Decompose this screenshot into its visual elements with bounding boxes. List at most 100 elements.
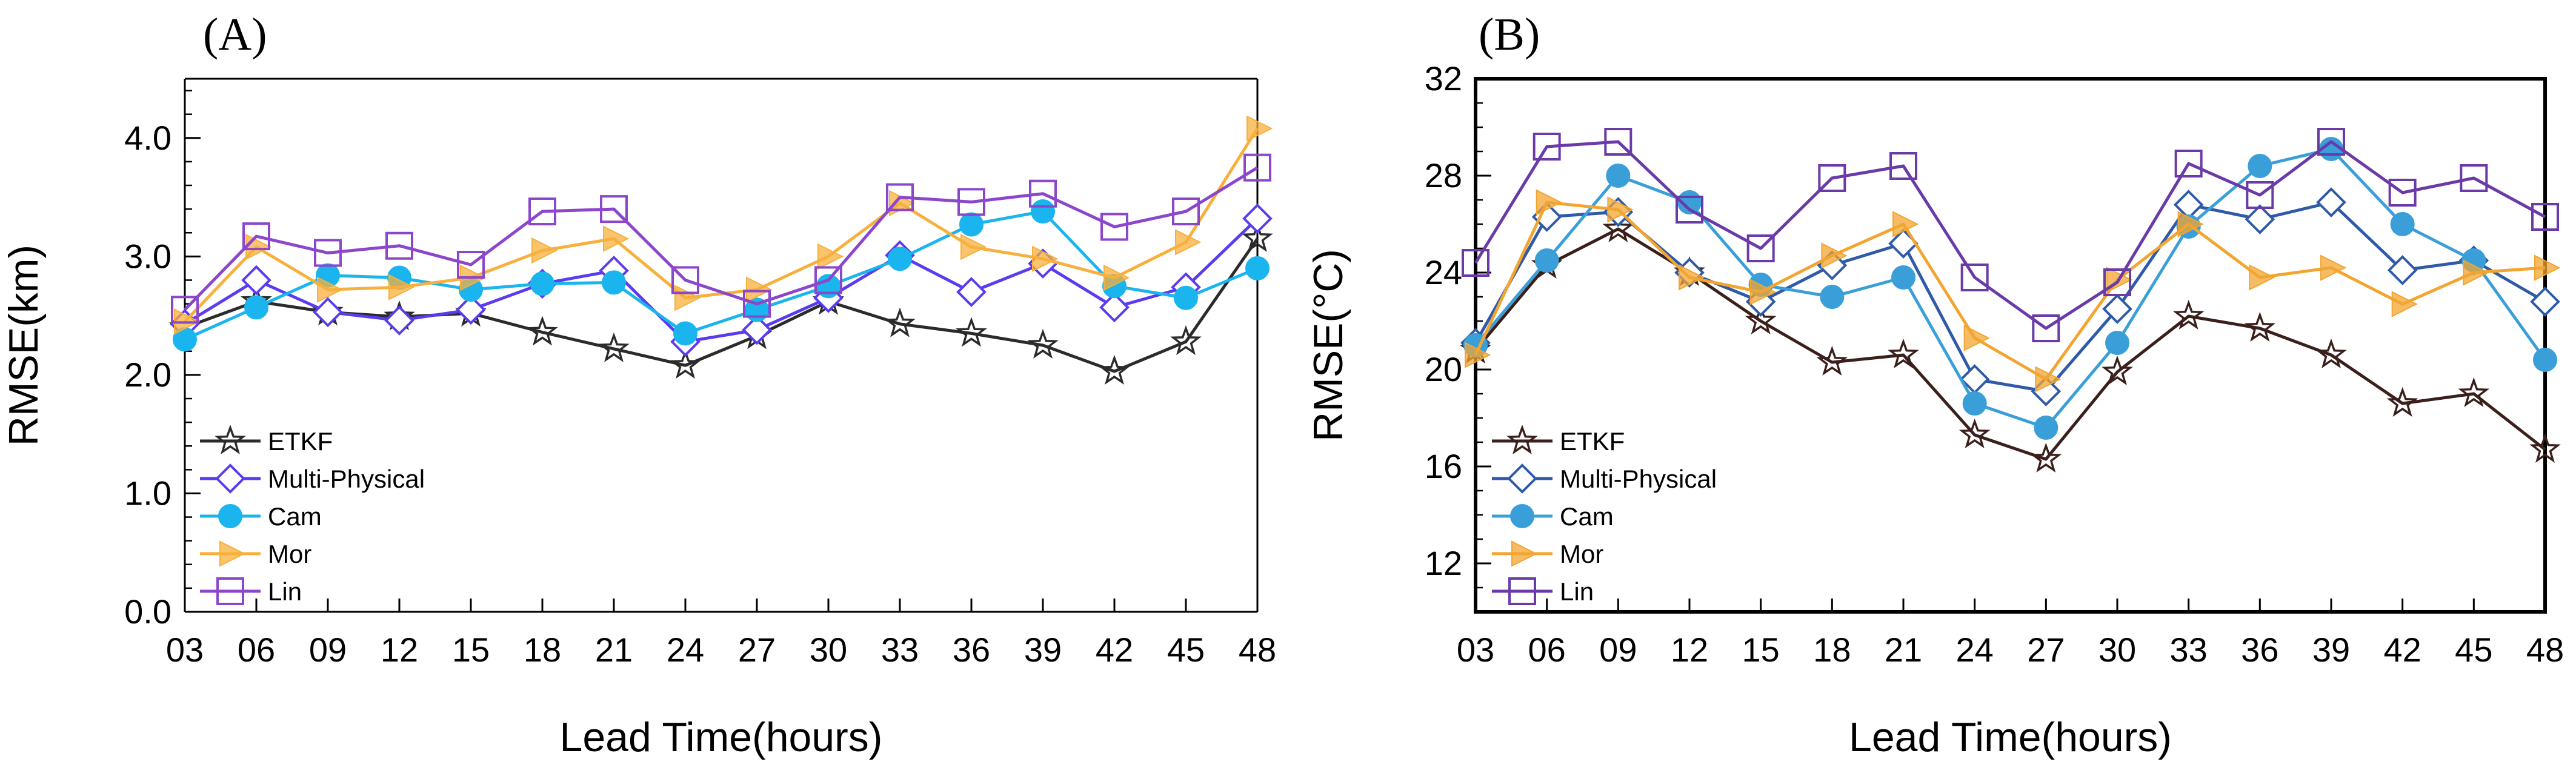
data-point-lin [814, 266, 842, 294]
series-lin [171, 153, 1271, 324]
data-point-etkf [1959, 418, 1991, 449]
x-tick-label: 18 [1813, 631, 1851, 669]
data-point-lin [2174, 150, 2203, 177]
y-tick-label: 32 [1425, 59, 1462, 98]
data-point-etkf [2102, 355, 2133, 385]
legend-label-etkf: ETKF [1560, 427, 1625, 456]
legend-marker-cam [218, 504, 242, 528]
data-point-multi-physical [2316, 187, 2346, 217]
series-line-lin [184, 166, 1259, 311]
x-tick-label: 24 [667, 631, 704, 669]
x-tick-label: 27 [738, 631, 776, 669]
x-tick-label: 15 [452, 631, 490, 669]
data-point-mor [388, 274, 415, 300]
data-point-lin [314, 239, 342, 267]
series-line-etkf [184, 237, 1259, 373]
data-point-etkf [670, 349, 701, 379]
data-point-cam [1534, 248, 1559, 273]
data-point-cam [2248, 154, 2272, 178]
panel-a-rmse-km: 0.0 1.0 2.0 3.0 4.0 03 06 09 12 15 18 21 24 27 30 33 36 3… [1, 9, 1276, 760]
data-point-lin [1029, 179, 1057, 208]
data-point-cam [2390, 212, 2415, 236]
x-tick-label: 42 [2384, 631, 2421, 669]
x-axis-title: Lead Time(hours) [560, 714, 883, 760]
x-tick-label: 48 [2526, 631, 2564, 669]
data-point-lin [1676, 196, 1703, 224]
data-point-etkf [2244, 311, 2276, 342]
data-point-etkf [598, 332, 630, 362]
data-point-mor [746, 276, 773, 303]
legend: ETKF Multi-Physical Cam Mor Lin [1492, 424, 1717, 606]
series-etkf [1460, 212, 2561, 473]
data-point-etkf [1099, 354, 1130, 385]
y-axis-title: RMSE(°C) [1305, 249, 1351, 442]
data-point-lin [957, 188, 985, 216]
data-point-lin [528, 197, 556, 226]
data-point-lin [2103, 268, 2131, 296]
data-point-mor [531, 237, 558, 264]
data-point-multi-physical [1242, 203, 1273, 234]
legend-marker-lin [216, 577, 244, 605]
y-tick-label: 20 [1425, 350, 1462, 388]
legend-marker-etkf [1506, 424, 1538, 454]
data-point-lin [2317, 128, 2345, 156]
data-point-lin [242, 222, 270, 251]
data-point-mor [603, 225, 630, 252]
data-point-cam [2105, 331, 2129, 355]
x-tick-label: 48 [1239, 631, 1276, 669]
data-point-multi-physical [384, 305, 414, 336]
data-point-lin [1533, 133, 1561, 161]
y-tick-label: 3.0 [124, 237, 171, 275]
data-point-lin [1172, 197, 1200, 226]
x-tick-label: 45 [2455, 631, 2492, 669]
data-point-lin [171, 296, 199, 324]
series-line-multi-physical [184, 217, 1259, 343]
data-point-multi-physical [313, 297, 343, 328]
data-point-lin [2246, 181, 2274, 209]
data-point-cam [959, 212, 983, 237]
legend-label-cam: Cam [1560, 502, 1614, 531]
legend-marker-mor [1511, 540, 1538, 567]
data-point-mor [817, 243, 844, 270]
data-point-mor [1246, 115, 1273, 142]
x-tick-label: 03 [166, 631, 204, 669]
x-tick-label: 18 [524, 631, 561, 669]
series-line-mor [1474, 201, 2546, 381]
data-point-multi-physical [2530, 287, 2560, 317]
data-point-etkf [884, 307, 916, 337]
x-tick-label: 21 [595, 631, 633, 669]
data-point-lin [1100, 213, 1128, 241]
data-point-mor [1175, 229, 1202, 256]
data-point-mor [960, 234, 987, 260]
series-line-multi-physical [1474, 201, 2546, 393]
x-tick-label: 03 [1457, 631, 1494, 669]
series-line-cam [184, 210, 1258, 341]
legend-label-mor: Mor [268, 540, 311, 568]
data-point-multi-physical [2102, 294, 2132, 324]
legend-label-lin: Lin [268, 577, 302, 606]
x-tick-label: 30 [2098, 631, 2136, 669]
x-tick-label: 12 [381, 631, 418, 669]
data-point-lin [1243, 153, 1271, 182]
x-tick-label: 39 [1024, 631, 1062, 669]
series-line-cam [1474, 147, 2547, 429]
legend-marker-cam [1510, 504, 1534, 528]
x-tick-label: 42 [1096, 631, 1133, 669]
data-point-cam [673, 321, 697, 346]
x-tick-label: 27 [2027, 631, 2065, 669]
x-tick-label: 06 [1528, 631, 1566, 669]
legend: ETKF Multi-Physical Cam Mor Lin [200, 424, 425, 606]
y-tick-label: 12 [1425, 544, 1462, 582]
legend-label-etkf: ETKF [268, 427, 333, 456]
data-point-cam [602, 270, 626, 295]
data-point-cam [244, 295, 268, 320]
data-point-mor [2391, 291, 2418, 317]
data-point-mor [2177, 211, 2204, 237]
data-point-lin [671, 266, 699, 294]
legend-label-multi-physical: Multi-Physical [1560, 465, 1717, 493]
data-point-lin [2531, 203, 2559, 231]
y-tick-label: 1.0 [124, 474, 171, 512]
x-tick-label: 33 [881, 631, 919, 669]
data-point-cam [2034, 416, 2058, 440]
data-point-multi-physical [2387, 255, 2418, 285]
